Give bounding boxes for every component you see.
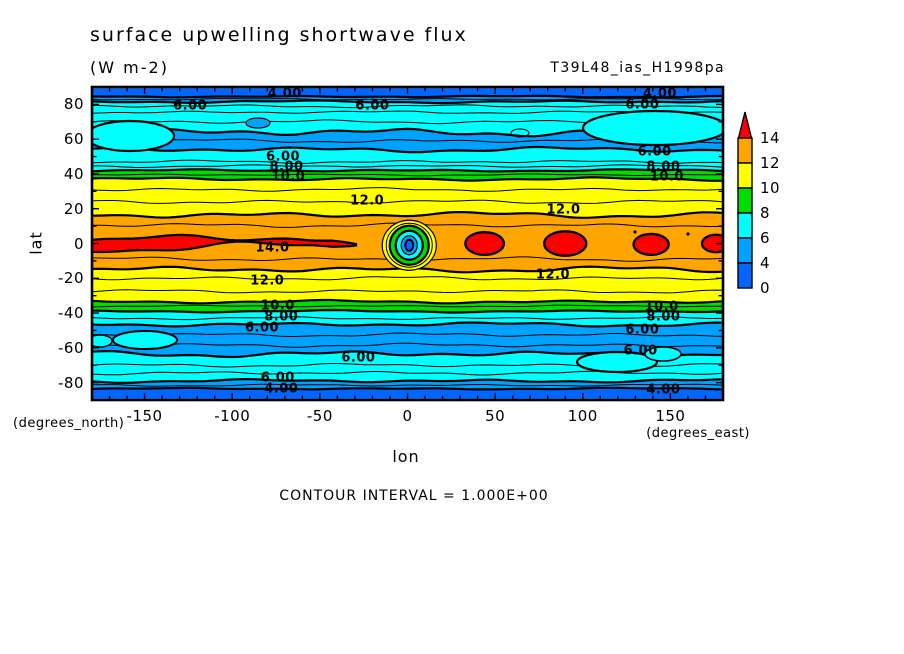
x-tick-label: 0: [402, 407, 413, 425]
x-axis-title: lon: [392, 447, 420, 466]
y-tick-label: 0: [73, 234, 84, 253]
contour-value-label: 6.00: [260, 370, 295, 386]
contour-value-label: 10.0: [271, 169, 306, 185]
y-tick-label: 20: [63, 199, 84, 218]
contour-value-label: 4.00: [646, 382, 681, 398]
contour-value-label: 8.00: [646, 159, 681, 175]
contour-value-label: 6.00: [341, 350, 376, 366]
run-id-label: T39L48_ias_H1998pa: [550, 60, 725, 76]
x-axis-unit-label: (degrees_east): [646, 426, 750, 441]
contour-value-label: 10.0: [649, 169, 684, 185]
x-tick-label: 100: [567, 407, 598, 425]
y-tick-label: -20: [58, 269, 84, 288]
y-tick-label: -60: [58, 338, 84, 357]
contour-value-label: 6.00: [355, 98, 390, 114]
x-tick-label: -100: [214, 407, 251, 425]
contour-value-label: 12.0: [250, 273, 285, 289]
contour-value-label: 8.00: [264, 309, 299, 325]
y-tick-label: 80: [63, 95, 84, 114]
contour-value-label: 10.0: [260, 298, 295, 314]
contour-value-label: 14.0: [255, 240, 290, 256]
x-tick-label: -150: [126, 407, 163, 425]
contour-value-label: 6.00: [244, 320, 280, 336]
x-tick-label: 150: [655, 407, 686, 425]
x-tick-label: 50: [485, 407, 506, 425]
plot-title: surface upwelling shortwave flux: [90, 24, 468, 46]
contour-value-label: 8.00: [269, 159, 304, 175]
y-tick-label: -40: [58, 304, 84, 323]
contour-value-label: 12.0: [350, 193, 385, 209]
contour-value-label: 6.00: [625, 322, 660, 338]
contour-value-label: 10.0: [644, 299, 679, 315]
colorbar-tick-label: 0: [760, 279, 771, 297]
contour-value-label: 12.0: [546, 202, 581, 218]
colorbar-tick-label: 12: [760, 154, 781, 172]
y-axis-unit-label: (degrees_north): [13, 416, 125, 431]
y-tick-label: 40: [63, 164, 84, 183]
contour-interval-text: CONTOUR INTERVAL = 1.000E+00: [279, 488, 549, 504]
contour-value-label: 6.00: [637, 144, 672, 160]
colorbar-tick-label: 8: [760, 204, 771, 222]
colorbar-tick-label: 4: [760, 254, 771, 272]
contour-value-label: 4.00: [642, 86, 677, 102]
contour-value-label: 4.00: [264, 381, 299, 397]
contour-value-label: 6.00: [625, 97, 660, 113]
colorbar-tick-label: 6: [760, 229, 771, 247]
contour-value-label: 6.00: [266, 149, 301, 165]
y-tick-label: 60: [63, 130, 84, 149]
contour-value-label: 6.00: [173, 98, 208, 114]
y-tick-label: -80: [58, 373, 84, 392]
colorbar-tick-label: 10: [760, 179, 781, 197]
contour-value-label: 4.00: [267, 86, 302, 102]
plot-units: (W m-2): [90, 58, 169, 77]
contour-value-label: 6.00: [623, 343, 658, 359]
colorbar-tick-label: 14: [760, 129, 781, 147]
x-tick-label: -50: [306, 407, 333, 425]
contour-value-label: 8.00: [646, 309, 681, 325]
contour-value-label: 12.0: [535, 267, 571, 283]
